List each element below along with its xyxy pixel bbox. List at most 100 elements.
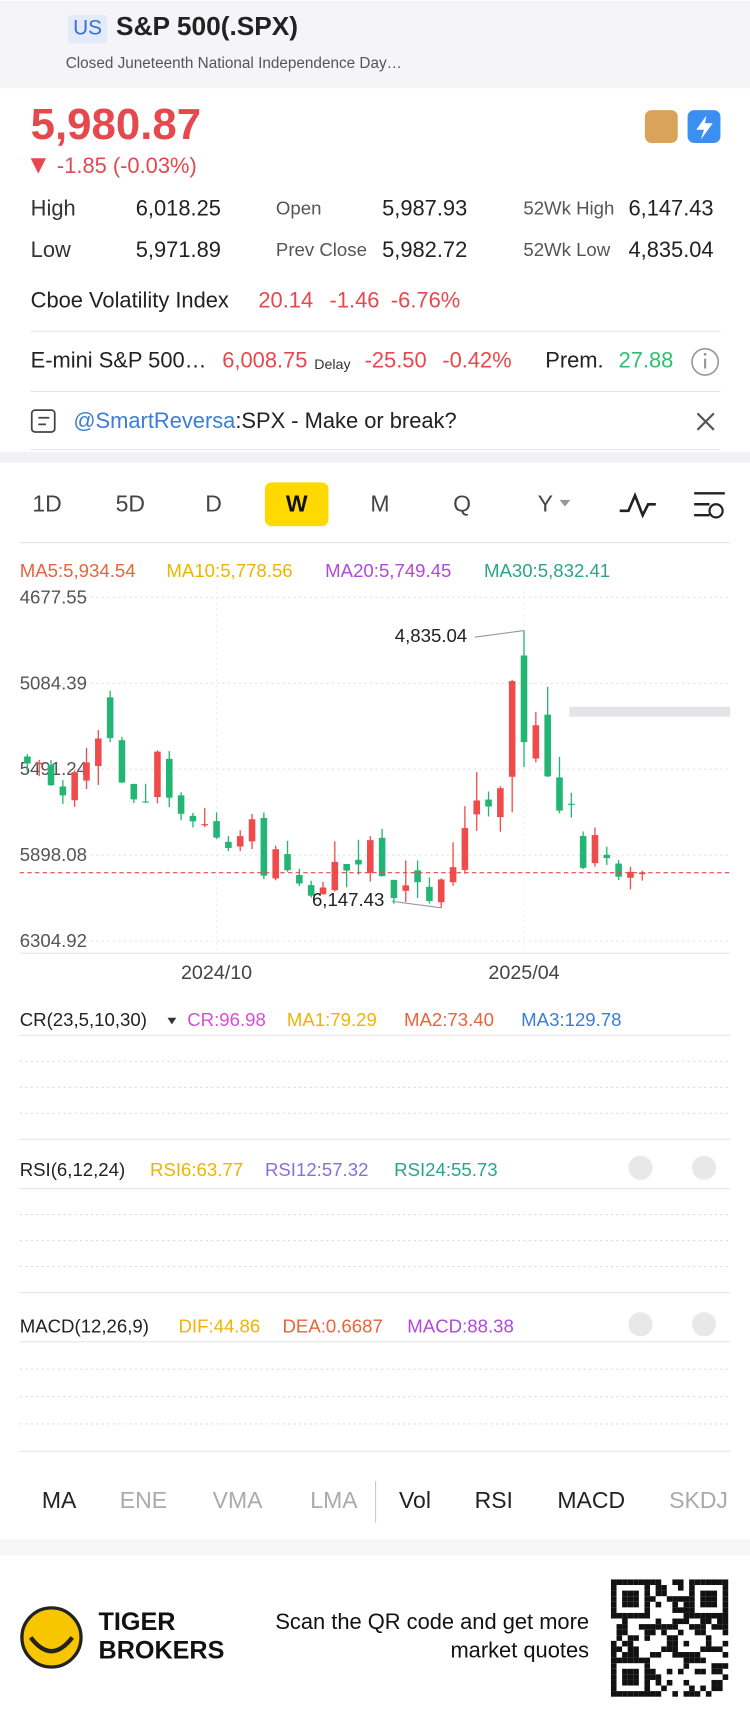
qr-module — [610, 1685, 617, 1692]
prem-label: Prem. — [545, 348, 603, 373]
candle-body — [24, 756, 31, 764]
settings-icon[interactable] — [694, 492, 725, 517]
period-tab[interactable]: M — [370, 490, 389, 516]
price: 5,980.87 — [31, 100, 201, 149]
qr-module — [672, 1618, 678, 1625]
candle-body — [591, 835, 599, 864]
indicator-tab[interactable]: VMA — [213, 1487, 263, 1513]
qr-module — [644, 1596, 651, 1602]
stat-label: Low — [31, 237, 71, 262]
close-icon[interactable] — [696, 412, 715, 431]
indicator-legend: RSI24:55.73 — [394, 1159, 497, 1180]
qr-module — [700, 1668, 706, 1675]
qr-module — [717, 1579, 723, 1586]
qr-module — [666, 1596, 673, 1602]
indicator-tab[interactable]: RSI — [475, 1487, 513, 1513]
qr-module — [622, 1612, 628, 1619]
gap — [0, 1538, 750, 1556]
qr-module — [683, 1652, 690, 1658]
qr-module — [705, 1612, 712, 1619]
qr-module — [655, 1674, 662, 1680]
period-tab[interactable]: D — [205, 490, 222, 516]
info-icon[interactable] — [691, 347, 720, 376]
x-tick-label: 2025/04 — [488, 962, 559, 984]
indicator-tab[interactable]: MA — [42, 1487, 77, 1513]
qr-module — [644, 1629, 651, 1636]
qr-module — [661, 1685, 667, 1692]
stat-value: 5,971.89 — [136, 237, 221, 262]
qr-module — [655, 1585, 662, 1591]
candle-body — [130, 783, 138, 800]
candle-body — [284, 854, 291, 871]
annotation-leader — [391, 900, 442, 909]
indicator-icon[interactable] — [619, 492, 656, 519]
vix-pct: -6.76% — [391, 287, 460, 312]
qr-module — [627, 1679, 634, 1686]
qr-module — [694, 1668, 701, 1675]
qr-module — [610, 1657, 617, 1664]
qr-module — [717, 1624, 723, 1630]
title: S&P 500(.SPX) — [116, 11, 298, 41]
indicator-legend: CR:96.98 — [187, 1009, 266, 1030]
qr-module — [722, 1590, 729, 1597]
indicator-tab[interactable]: SKDJ — [669, 1487, 728, 1513]
qr-module — [689, 1585, 695, 1591]
qr-module — [711, 1668, 718, 1675]
qr-module — [644, 1607, 651, 1613]
indicator-tab[interactable]: Vol — [399, 1487, 431, 1513]
period-tab[interactable]: W — [286, 490, 308, 516]
indicator-tab[interactable]: ENE — [120, 1487, 167, 1513]
panel-control[interactable] — [691, 1155, 717, 1180]
qr-module — [689, 1685, 695, 1692]
candle-body — [307, 885, 315, 896]
qr-module — [700, 1579, 706, 1586]
post-user[interactable]: @SmartReversa — [73, 408, 236, 433]
qr-module — [722, 1640, 729, 1647]
app-icon[interactable] — [644, 110, 678, 143]
qr-module — [622, 1679, 628, 1686]
panel-control[interactable] — [691, 1312, 717, 1337]
post[interactable]: @SmartReversa:SPX - Make or break? — [73, 408, 456, 433]
qr-module — [627, 1652, 634, 1658]
qr-module — [644, 1624, 651, 1630]
qr-module — [627, 1691, 634, 1697]
period-tab[interactable]: 1D — [32, 490, 61, 516]
qr-module — [638, 1624, 645, 1630]
qr-module — [689, 1579, 695, 1586]
qr-code — [610, 1579, 729, 1697]
qr-module — [644, 1685, 651, 1692]
qr-module — [627, 1640, 634, 1647]
annotation-leader — [474, 630, 525, 638]
indicator-legend: RSI6:63.77 — [150, 1159, 243, 1180]
panel-control[interactable] — [628, 1312, 653, 1337]
qr-module — [694, 1629, 701, 1636]
futures-change: -25.50 — [365, 348, 427, 373]
qr-module — [700, 1624, 706, 1630]
header-bg — [0, 0, 750, 89]
stat-label: High — [31, 196, 76, 221]
qr-module — [672, 1691, 678, 1697]
qr-module — [633, 1590, 639, 1597]
qr-module — [705, 1596, 712, 1602]
indicator-tab[interactable]: LMA — [310, 1487, 358, 1513]
qr-module — [633, 1579, 639, 1586]
qr-module — [705, 1691, 712, 1697]
qr-module — [722, 1674, 729, 1680]
qr-module — [705, 1590, 712, 1597]
panel-control[interactable] — [628, 1155, 653, 1180]
candle-body — [414, 870, 421, 883]
qr-module — [661, 1646, 667, 1653]
indicator-tab[interactable]: MACD — [557, 1487, 625, 1513]
qr-module — [622, 1618, 628, 1625]
candle-body — [272, 849, 279, 879]
period-tab[interactable]: Q — [453, 490, 471, 516]
qr-module — [666, 1624, 673, 1630]
qr-module — [622, 1668, 628, 1675]
period-tab[interactable]: 5D — [116, 490, 145, 516]
qr-module — [683, 1663, 690, 1669]
period-tab[interactable]: Y — [538, 490, 553, 516]
qr-module — [616, 1646, 623, 1653]
qr-module — [610, 1679, 617, 1686]
qr-module — [644, 1585, 651, 1591]
qr-module — [683, 1618, 690, 1625]
